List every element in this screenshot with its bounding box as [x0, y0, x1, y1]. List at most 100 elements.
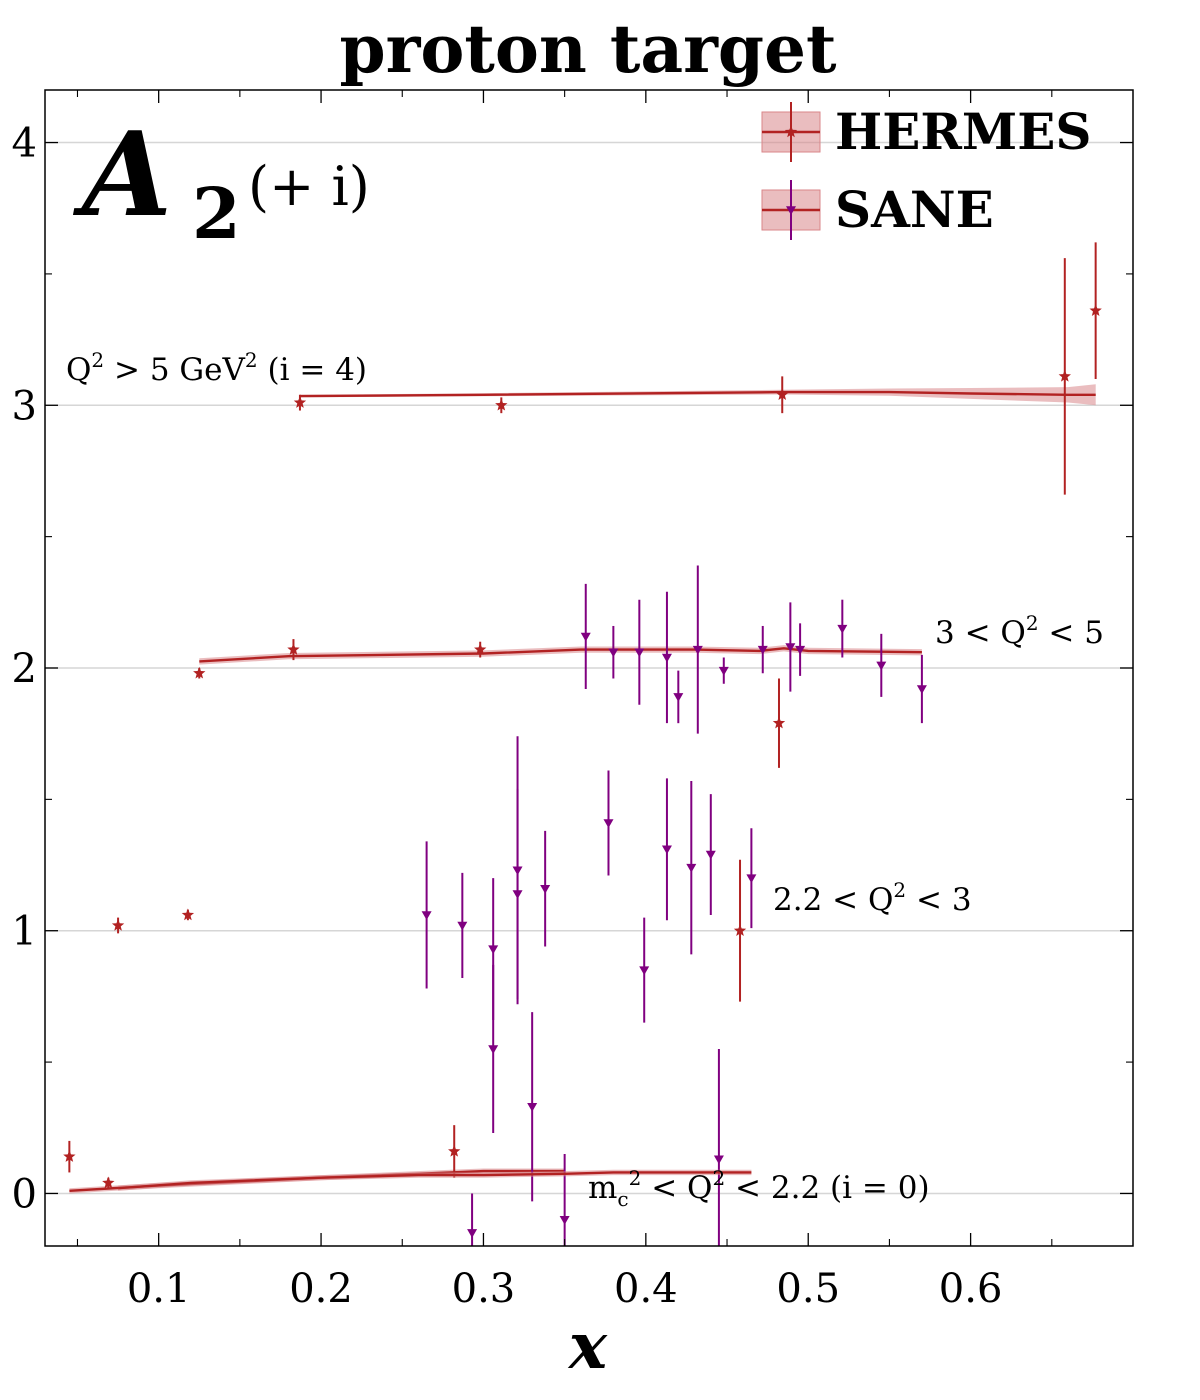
bin-label-0: mc2 < Q2 < 2.2 (i = 0) [588, 1166, 930, 1211]
hermes-point [474, 643, 487, 655]
fit-curve [199, 647, 922, 663]
panel-label-subscript: 2 [192, 172, 241, 255]
sane-point [634, 648, 645, 658]
sane-point [661, 653, 672, 663]
sane-point [540, 884, 551, 894]
legend-label-1: SANE [835, 180, 994, 239]
sane-point [757, 645, 768, 655]
sane-point [686, 863, 697, 873]
sane-point [457, 921, 468, 931]
bin-label-part: < 2.2 (i = 0) [725, 1170, 929, 1206]
bin-label-part: < 3 [906, 882, 971, 918]
bin-label-part: 2 [91, 348, 104, 372]
sane-point [661, 845, 672, 855]
sane-point [673, 693, 684, 702]
bin-group-0 [63, 964, 724, 1246]
legend: HERMES SANE [761, 102, 1091, 240]
sane-point [527, 1103, 538, 1112]
sane-point [837, 624, 848, 634]
bin-label-part: 2 [245, 348, 258, 372]
hermes-point [772, 716, 786, 729]
sane-point [916, 685, 927, 695]
sane-point [705, 850, 716, 860]
legend-triangle-marker [786, 206, 796, 215]
x-tick-label: 0.1 [127, 1266, 191, 1312]
panel-label-superscript: (+ i) [248, 155, 370, 218]
sane-point [718, 666, 729, 676]
bin-group-1 [111, 736, 757, 1191]
hermes-point [181, 908, 195, 921]
bin-label-part: c [617, 1187, 628, 1211]
axis-ticks [45, 90, 1133, 1246]
sane-point [795, 645, 806, 655]
bin-label-part: Q [66, 352, 91, 388]
sane-point [639, 966, 650, 976]
legend-star-marker [784, 125, 798, 138]
bin-label-part: 2 [712, 1166, 725, 1190]
y-tick-label: 3 [12, 383, 37, 429]
sane-point [876, 661, 887, 671]
fit-band [299, 384, 1096, 406]
y-tick-label: 4 [12, 121, 37, 167]
bin-group-2 [193, 565, 927, 768]
bin-label-part: 2 [1026, 611, 1039, 635]
sane-point [608, 648, 619, 658]
hermes-point [102, 1176, 115, 1189]
sane-point [512, 890, 523, 899]
sane-point [746, 874, 757, 884]
bin-label-3: Q2 > 5 GeV2 (i = 4) [66, 348, 367, 388]
hermes-point [776, 388, 789, 401]
bin-label-1: 2.2 < Q2 < 3 [773, 878, 972, 918]
x-axis-label: x [567, 1309, 608, 1384]
grid-lines [45, 141, 1133, 1195]
chart-title: proton target [339, 10, 837, 88]
sane-point [692, 645, 703, 655]
fit-curve [299, 390, 1096, 398]
bin-label-part: 2 [629, 1166, 642, 1190]
bin-label-part: > 5 GeV [104, 352, 245, 388]
hermes-point [193, 666, 206, 679]
sane-point [713, 1155, 724, 1165]
x-tick-label: 0.4 [614, 1266, 678, 1312]
x-tick-labels: 0.1 0.2 0.3 0.4 0.5 0.6 [127, 1266, 1003, 1312]
panel-label-main: A [72, 107, 172, 243]
hermes-point [1089, 304, 1102, 316]
data-layer [63, 242, 1102, 1246]
hermes-point [1058, 369, 1071, 382]
y-tick-label: 2 [12, 646, 37, 692]
hermes-point [287, 643, 300, 655]
x-tick-label: 0.2 [289, 1266, 353, 1312]
y-tick-labels: 0 1 2 3 4 [12, 121, 37, 1218]
x-tick-label: 0.3 [452, 1266, 516, 1312]
x-tick-label: 0.5 [776, 1266, 840, 1312]
sane-point [488, 945, 499, 955]
hermes-point [111, 918, 125, 931]
bin-label-part: < 5 [1039, 615, 1104, 651]
x-tick-label: 0.6 [939, 1266, 1003, 1312]
bin-label-part: 2.2 < Q [773, 882, 893, 918]
sane-point [559, 1215, 570, 1225]
fit-band [118, 1169, 752, 1191]
legend-label-0: HERMES [835, 102, 1091, 161]
bin-label-part: 3 < Q [935, 615, 1026, 651]
bin-label-part: 2 [893, 878, 906, 902]
sane-point [488, 1045, 499, 1054]
sane-point [467, 1229, 478, 1238]
bin-label-2: 3 < Q2 < 5 [935, 611, 1104, 651]
bin-label-part: < Q [641, 1170, 712, 1206]
sane-point [580, 632, 591, 642]
hermes-point [63, 1150, 76, 1162]
sane-point [421, 911, 432, 920]
bin-label-part: m [588, 1170, 617, 1206]
panel-label: A 2 (+ i) [72, 107, 370, 255]
bin-label-part: (i = 4) [258, 352, 367, 388]
y-tick-label: 1 [12, 909, 37, 955]
bin-group-3 [293, 242, 1102, 495]
y-tick-label: 0 [12, 1171, 37, 1217]
hermes-point [293, 396, 307, 408]
hermes-point [448, 1144, 461, 1157]
hermes-point [495, 398, 508, 411]
bin-labels: mc2 < Q2 < 2.2 (i = 0)2.2 < Q2 < 33 < Q2… [66, 348, 1104, 1211]
sane-point [785, 643, 796, 652]
